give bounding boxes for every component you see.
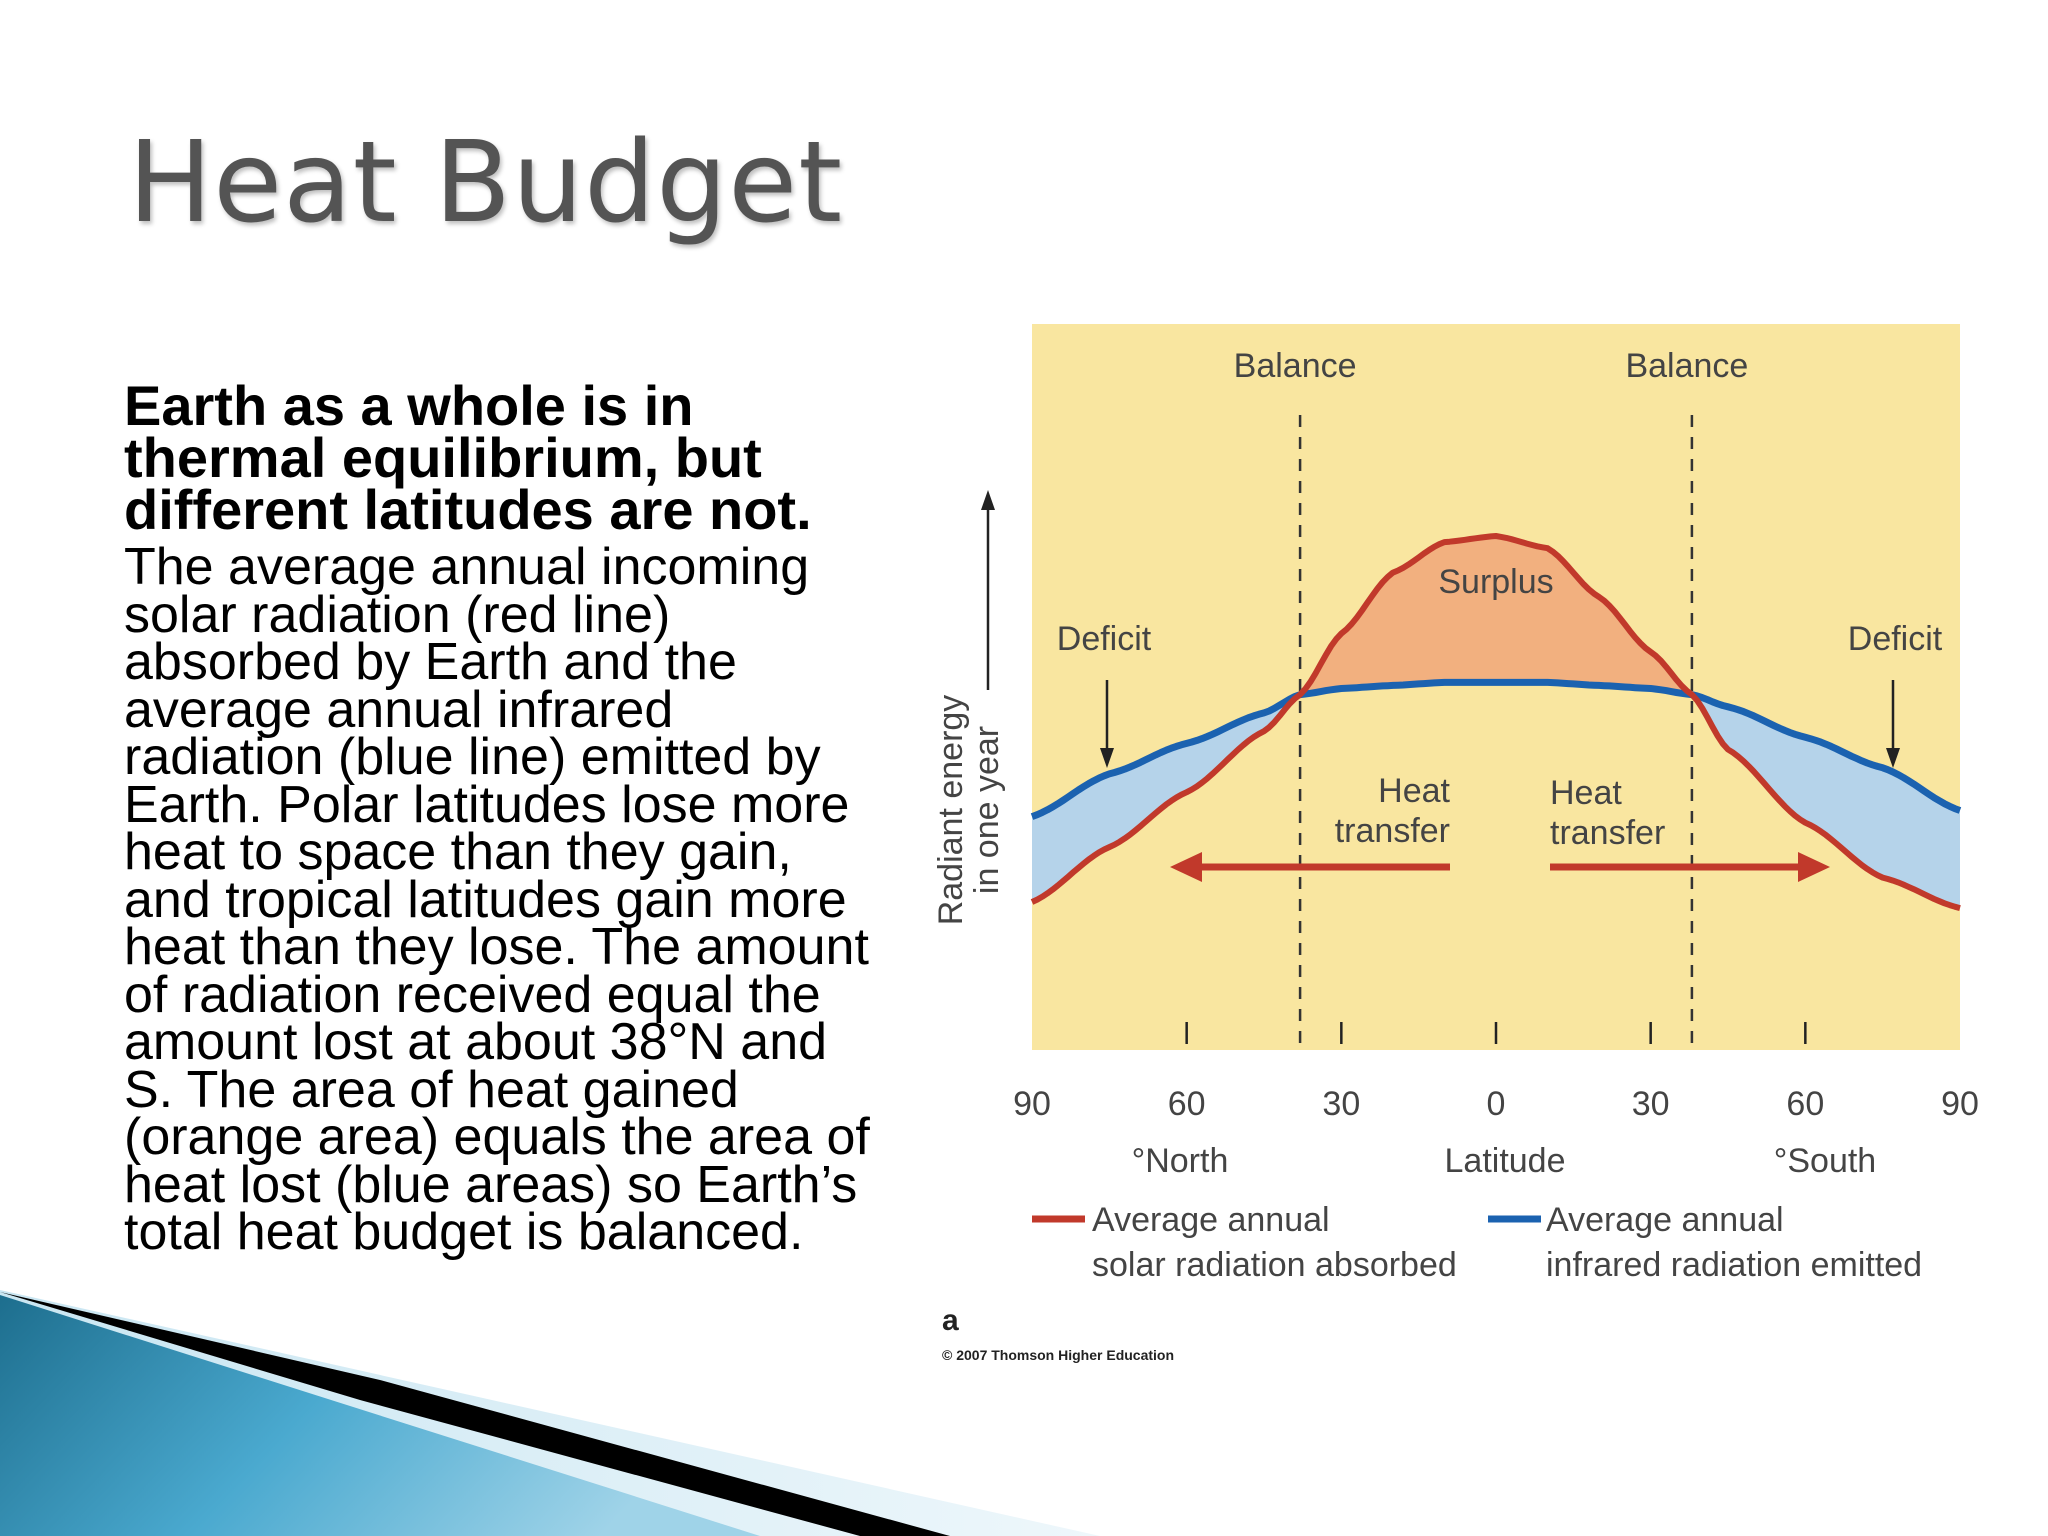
deficit-arrowhead-south — [1886, 748, 1900, 768]
heat-transfer-label-south-1: Heat — [1550, 774, 1622, 812]
deco-blue-wedge — [0, 1295, 760, 1536]
surplus-area — [1300, 536, 1692, 695]
solar-series-line — [1030, 533, 1961, 911]
infrared-series-line — [1030, 678, 1962, 820]
north-hemisphere-label: °North — [1132, 1142, 1229, 1180]
south-hemisphere-label: °South — [1774, 1142, 1876, 1180]
balance-label-north: Balance — [1234, 347, 1357, 385]
body-paragraph: The average annual incoming solar radiat… — [124, 538, 870, 1261]
deficit-label-south: Deficit — [1848, 620, 1943, 658]
legend-solar-label-1: Average annual — [1092, 1201, 1330, 1239]
x-tick-label: 30 — [1632, 1085, 1670, 1123]
heat-transfer-label-north-2: transfer — [1335, 812, 1450, 850]
deficit-area-south — [1691, 694, 1960, 909]
y-axis-label-line2: in one year — [968, 726, 1006, 894]
heat-transfer-arrowhead-north — [1170, 852, 1202, 882]
heat-transfer-label-south-2: transfer — [1550, 814, 1665, 852]
heat-budget-chart: 90 60 30 0 30 60 90 Balance Balance Surplus Defic… — [932, 324, 1979, 1363]
panel-label: a — [942, 1304, 959, 1337]
x-tick-label: 90 — [1941, 1085, 1979, 1123]
x-tick-label: 30 — [1322, 1085, 1360, 1123]
y-axis-label-line1: Radiant energy — [932, 695, 970, 926]
slide-title: Heat Budget — [128, 118, 844, 248]
y-axis-arrowhead — [981, 490, 995, 510]
surplus-label: Surplus — [1438, 563, 1553, 601]
deficit-label-north: Deficit — [1057, 620, 1152, 658]
copyright-text: © 2007 Thomson Higher Education — [942, 1347, 1174, 1363]
lead-paragraph: Earth as a whole is in thermal equilibri… — [124, 374, 812, 541]
x-tick-label: 60 — [1786, 1085, 1824, 1123]
x-tick-label: 60 — [1168, 1085, 1206, 1123]
balance-label-south: Balance — [1625, 347, 1748, 385]
x-tick-label: 0 — [1487, 1085, 1506, 1123]
text-block: Earth as a whole is in thermal equilibri… — [124, 374, 884, 1261]
deficit-arrowhead-north — [1100, 748, 1114, 768]
heat-transfer-label-north-1: Heat — [1378, 772, 1450, 810]
legend-infrared-label-1: Average annual — [1546, 1201, 1784, 1239]
x-axis-label: Latitude — [1445, 1142, 1566, 1180]
deco-black-swoosh — [0, 1292, 950, 1536]
plot-background — [1032, 324, 1960, 1050]
heat-transfer-arrowhead-south — [1798, 852, 1830, 882]
legend-infrared-label-2: infrared radiation emitted — [1546, 1246, 1922, 1284]
legend-solar-label-2: solar radiation absorbed — [1092, 1246, 1457, 1284]
x-tick-label: 90 — [1013, 1085, 1051, 1123]
